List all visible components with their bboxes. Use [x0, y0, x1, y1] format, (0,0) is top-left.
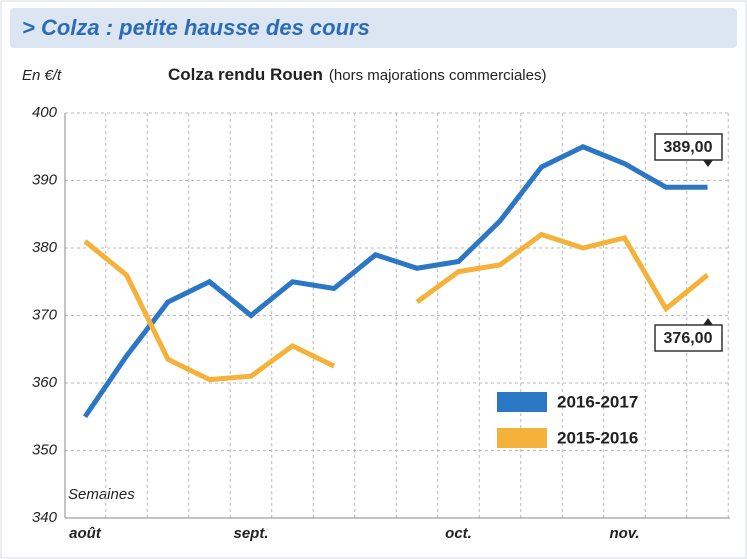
series-line [83, 231, 710, 383]
y-tick-label: 350 [32, 441, 58, 458]
x-tick-label: août [69, 525, 102, 542]
legend-label: 2016-2017 [557, 392, 638, 411]
annotation-pointer [703, 318, 713, 325]
x-tick-label: sept. [233, 525, 268, 542]
x-axis-label: Semaines [68, 486, 135, 503]
y-tick-label: 380 [32, 239, 58, 256]
annotation-box [654, 324, 723, 352]
x-tick-label: nov. [609, 525, 639, 542]
chart-title-line: Colza rendu Rouen (hors majorations comme… [168, 65, 546, 84]
title-bar [10, 8, 737, 48]
annotation-box [654, 133, 723, 161]
x-tick-label: oct. [445, 525, 472, 542]
y-tick-label: 360 [32, 374, 58, 391]
y-tick-label: 400 [32, 104, 58, 121]
annotation-pointer [703, 160, 713, 167]
chart-subtitle: (hors majorations commerciales) [329, 67, 547, 84]
chart-title: Colza rendu Rouen [168, 65, 323, 84]
y-tick-label: 370 [32, 306, 58, 323]
series-line [82, 144, 708, 419]
legend-swatch [497, 428, 547, 448]
y-tick-label: 390 [32, 171, 58, 188]
annotation: 376,00 [664, 330, 713, 347]
annotation: 389,00 [664, 139, 713, 156]
y-tick-label: 340 [32, 509, 58, 526]
y-axis-label: En €/t [22, 67, 62, 84]
legend-label: 2015-2016 [557, 428, 638, 447]
page-title: > Colza : petite hausse des cours [22, 15, 370, 40]
legend-swatch [497, 392, 547, 412]
